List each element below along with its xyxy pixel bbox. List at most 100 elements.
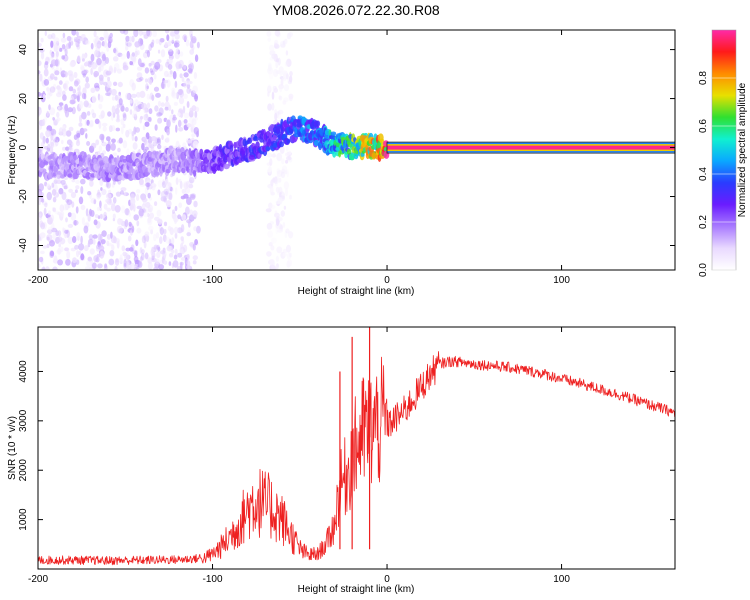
heatmap-noise-cell	[99, 250, 105, 259]
heatmap-noise-cell	[278, 95, 283, 101]
heatmap-noise-cell	[108, 65, 113, 74]
heatmap-noise-cell	[145, 78, 148, 83]
heatmap-noise-cell	[286, 58, 292, 67]
heatmap-noise-cell	[89, 120, 94, 127]
heatmap-noise-cell	[64, 229, 69, 234]
heatmap-noise-cell	[147, 204, 154, 213]
heatmap-noise-cell	[132, 249, 138, 255]
heatmap-noise-cell	[72, 88, 77, 94]
heatmap-noise-cell	[113, 81, 118, 87]
heatmap-noise-cell	[44, 30, 47, 37]
heatmap-noise-cell	[85, 208, 89, 217]
heatmap-noise-cell	[141, 31, 148, 36]
heatmap-noise-cell	[82, 40, 86, 45]
heatmap-noise-cell	[286, 146, 289, 152]
heatmap-noise-cell	[166, 79, 171, 88]
heatmap-noise-cell	[146, 93, 150, 100]
heatmap-noise-cell	[166, 119, 171, 128]
heatmap-noise-cell	[121, 245, 126, 252]
heatmap-noise-cell	[99, 133, 105, 141]
snr-xtick-label: 0	[384, 574, 390, 585]
heatmap-noise-cell	[97, 93, 101, 101]
heatmap-noise-cell	[73, 71, 78, 79]
heatmap-noise-cell	[60, 211, 65, 217]
heatmap-ridge-cell	[165, 168, 171, 174]
heatmap-noise-cell	[45, 137, 49, 144]
snr-y-label: SNR (10 * v/v)	[7, 416, 18, 480]
heatmap-noise-cell	[144, 231, 150, 237]
heatmap-noise-cell	[38, 70, 41, 75]
heatmap-noise-cell	[83, 245, 89, 252]
heatmap-noise-cell	[180, 195, 186, 200]
heatmap-noise-cell	[160, 49, 166, 58]
heatmap-noise-cell	[75, 130, 81, 139]
heatmap-noise-cell	[267, 37, 272, 42]
heatmap-noise-cell	[106, 207, 111, 212]
heatmap-noise-cell	[174, 248, 178, 254]
heatmap-tone-band-2	[387, 145, 675, 150]
heatmap-noise-cell	[283, 181, 290, 190]
heatmap-noise-cell	[106, 181, 111, 189]
heatmap-noise-cell	[38, 147, 41, 155]
heatmap-noise-cell	[278, 217, 283, 222]
heatmap-noise-cell	[171, 36, 175, 43]
heatmap-noise-cell	[193, 72, 198, 79]
heatmap-noise-cell	[276, 58, 279, 63]
heatmap-noise-cell	[39, 220, 44, 228]
heatmap-noise-cell	[83, 53, 87, 60]
heatmap-noise-cell	[282, 252, 287, 257]
heatmap-noise-cell	[288, 93, 294, 100]
heatmap-noise-cell	[53, 37, 60, 44]
heatmap-noise-cell	[157, 100, 162, 107]
heatmap-ridge-cell	[117, 175, 123, 181]
heatmap-noise-cell	[188, 183, 194, 189]
heatmap-noise-cell	[147, 192, 151, 199]
heatmap-ridge-cell	[248, 154, 256, 160]
heatmap-noise-cell	[131, 225, 135, 233]
heatmap-noise-cell	[183, 112, 190, 119]
heatmap-noise-cell	[114, 265, 118, 270]
heatmap-noise-cell	[99, 213, 103, 220]
heatmap-noise-cell	[99, 200, 102, 208]
heatmap-noise-cell	[120, 126, 124, 135]
heatmap-noise-cell	[134, 41, 140, 48]
heatmap-noise-cell	[87, 256, 93, 262]
heatmap-noise-cell	[45, 55, 50, 63]
heatmap-noise-cell	[196, 225, 201, 234]
heatmap-noise-cell	[168, 49, 174, 57]
heatmap-noise-cell	[144, 146, 149, 151]
heatmap-noise-cell	[192, 210, 198, 218]
heatmap-noise-cell	[273, 87, 279, 93]
heatmap-noise-cell	[168, 261, 172, 266]
heatmap-ridge-cell	[257, 153, 262, 159]
heatmap-noise-cell	[140, 38, 144, 45]
heatmap-noise-cell	[267, 67, 274, 75]
heatmap-noise-cell	[38, 211, 43, 218]
heatmap-noise-cell	[133, 126, 137, 135]
heatmap-noise-cell	[166, 73, 173, 78]
heatmap-noise-cell	[39, 132, 44, 140]
heatmap-noise-layer	[38, 30, 294, 270]
heatmap-noise-cell	[62, 94, 67, 101]
heatmap-noise-cell	[122, 113, 127, 121]
heatmap-noise-cell	[102, 81, 108, 86]
heatmap-noise-cell	[46, 236, 50, 241]
heatmap-noise-cell	[117, 218, 123, 225]
heatmap-noise-cell	[170, 173, 174, 178]
heatmap-noise-cell	[278, 83, 283, 93]
heatmap-ytick-label: 40	[18, 44, 29, 56]
heatmap-noise-cell	[112, 197, 117, 204]
heatmap-noise-cell	[190, 123, 194, 128]
heatmap-noise-cell	[56, 236, 63, 243]
heatmap-noise-cell	[275, 218, 280, 227]
heatmap-noise-cell	[124, 219, 129, 228]
heatmap-noise-cell	[270, 245, 275, 251]
heatmap-ridge-cell	[272, 134, 278, 141]
heatmap-noise-cell	[268, 259, 274, 265]
heatmap-y-axis: -40 -20 0 20 40	[18, 44, 675, 253]
heatmap-noise-cell	[275, 186, 280, 193]
heatmap-noise-cell	[189, 209, 194, 216]
heatmap-noise-cell	[194, 106, 200, 113]
heatmap-noise-cell	[181, 214, 187, 221]
heatmap-noise-cell	[76, 95, 80, 101]
